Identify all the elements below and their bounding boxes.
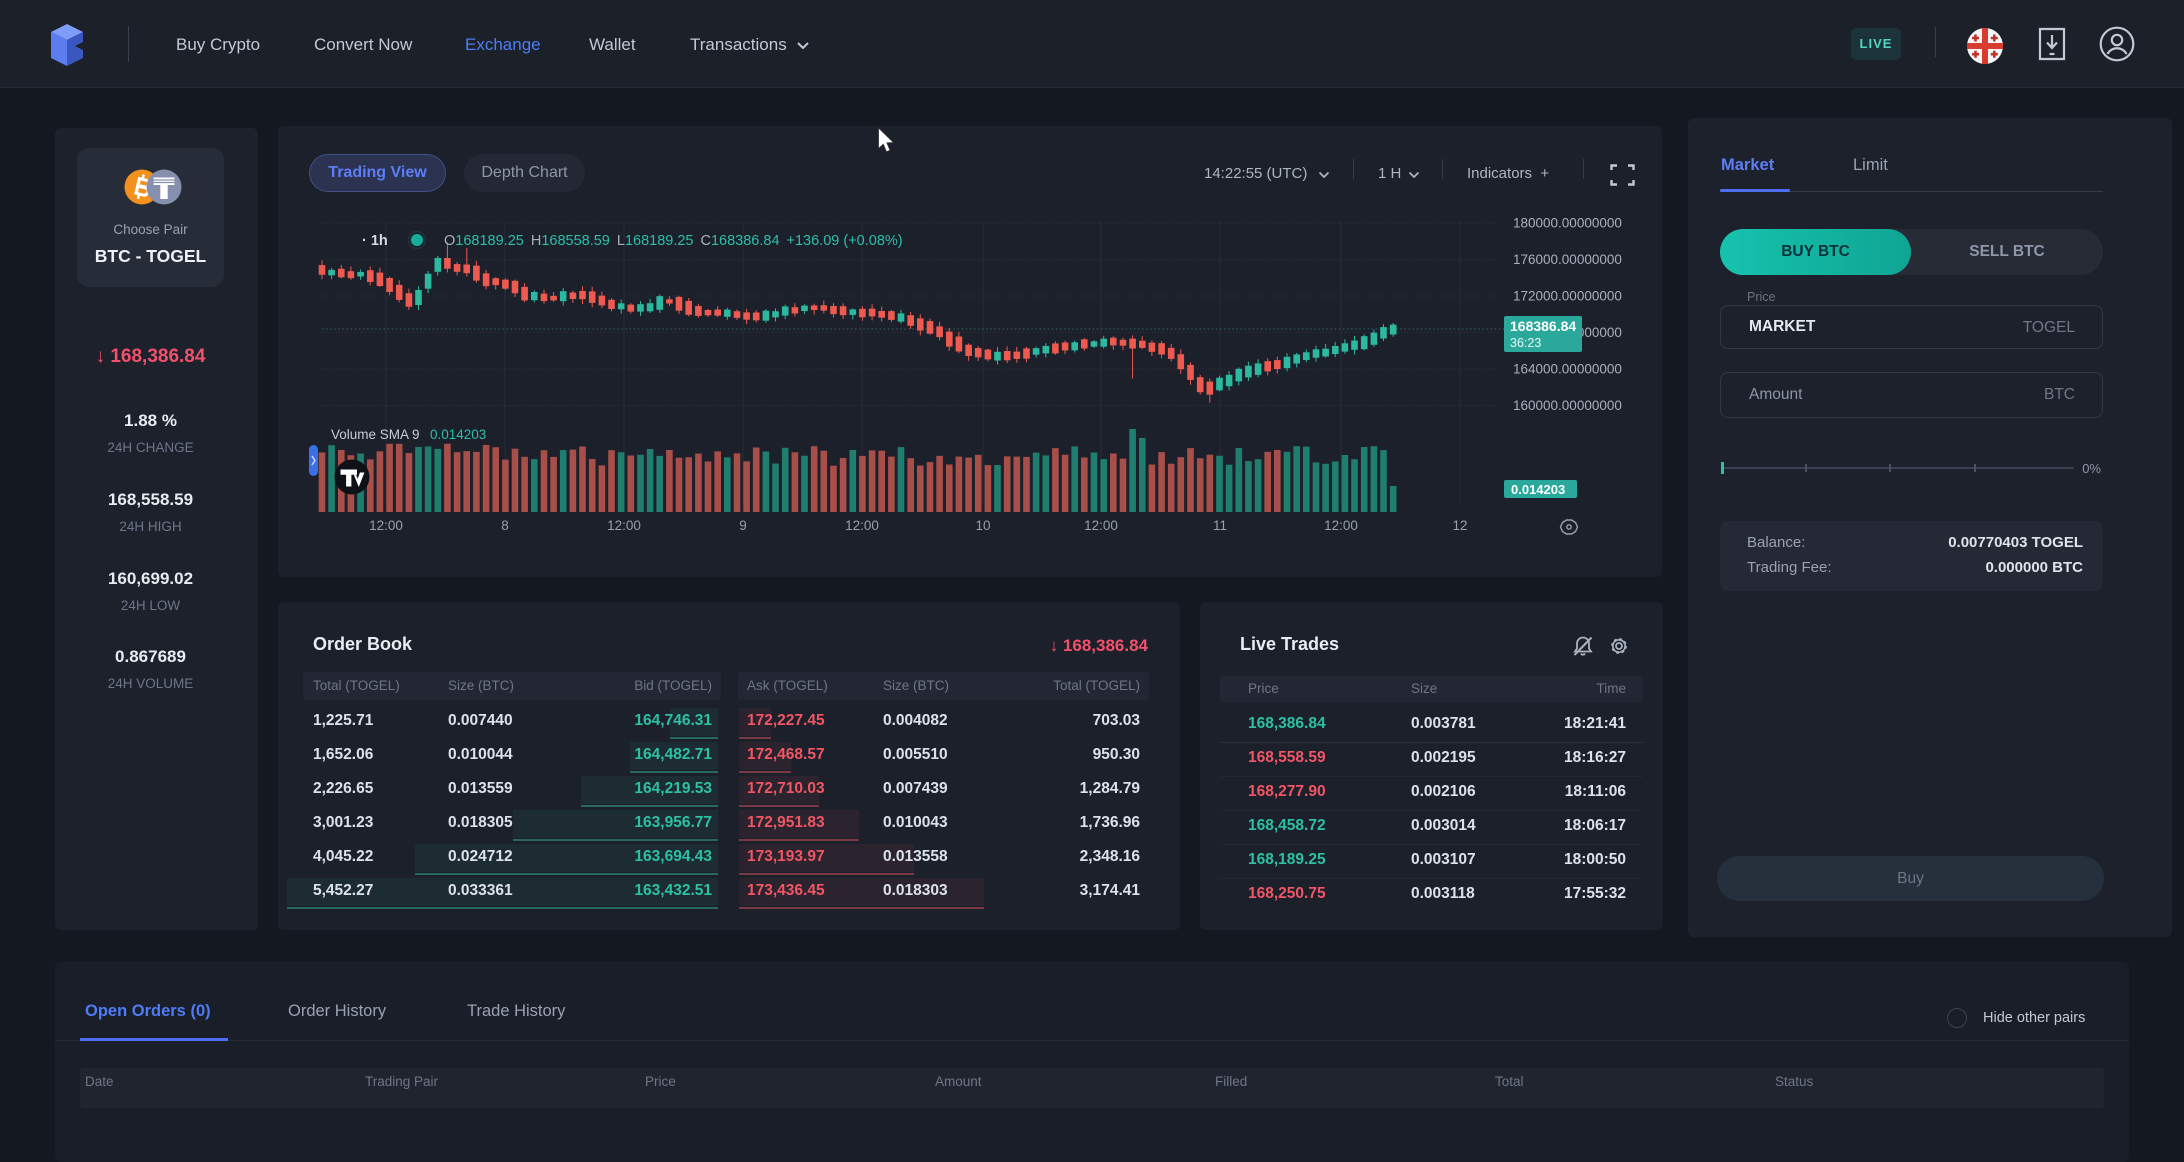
svg-text:12:00: 12:00	[1084, 518, 1118, 533]
svg-text:168386.84: 168386.84	[1510, 318, 1576, 334]
svg-text:12:00: 12:00	[607, 518, 641, 533]
svg-text:12:00: 12:00	[369, 518, 403, 533]
svg-text:12: 12	[1452, 518, 1467, 533]
svg-text:10: 10	[975, 518, 990, 533]
svg-text:9: 9	[739, 518, 747, 533]
svg-text:172000.00000000: 172000.00000000	[1513, 289, 1622, 304]
svg-text:11: 11	[1213, 518, 1227, 533]
svg-text:36:23: 36:23	[1510, 336, 1541, 350]
svg-text:12:00: 12:00	[845, 518, 879, 533]
svg-text:Volume SMA 9: Volume SMA 9	[331, 427, 420, 442]
svg-text:164000.00000000: 164000.00000000	[1513, 362, 1622, 377]
svg-text:· 1h: · 1h	[362, 233, 388, 249]
svg-text:180000.00000000: 180000.00000000	[1513, 216, 1622, 231]
svg-text:8: 8	[501, 518, 509, 533]
svg-text:0.014203: 0.014203	[1511, 482, 1565, 497]
svg-text:160000.00000000: 160000.00000000	[1513, 398, 1622, 413]
svg-text:0.014203: 0.014203	[430, 427, 486, 442]
svg-text:176000.00000000: 176000.00000000	[1513, 252, 1622, 267]
svg-text:12:00: 12:00	[1324, 518, 1358, 533]
